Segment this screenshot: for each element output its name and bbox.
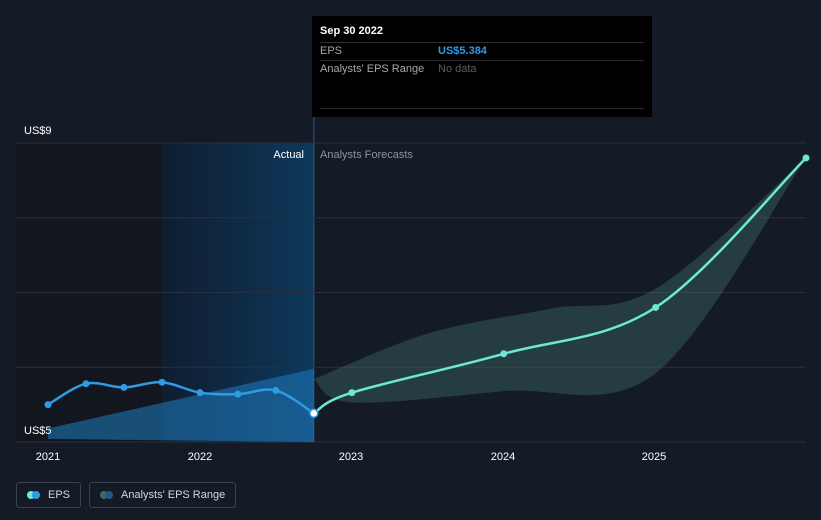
y-tick-label-bottom: US$5: [24, 425, 52, 437]
legend-eps-label: EPS: [48, 489, 71, 501]
tooltip-range-label: Analysts' EPS Range: [320, 63, 425, 75]
actual-region-label: Actual: [273, 149, 304, 161]
tooltip-eps-label: EPS: [320, 45, 343, 57]
tooltip-divider: [320, 108, 644, 109]
eps-point-actual-7: [309, 408, 319, 419]
x-tick-label-2025: 2025: [642, 451, 666, 463]
eps-point-forecast-3: [652, 303, 660, 311]
eps-point-actual-0: [44, 401, 52, 409]
x-tick-label-2024: 2024: [491, 451, 515, 463]
tooltip-range-row: Analysts' EPS Range No data: [320, 60, 644, 78]
eps-point-actual-4: [196, 389, 204, 397]
eps-chart: US$9 US$5 Actual Analysts Forecasts 2021…: [16, 16, 810, 463]
eps-point-actual-6: [272, 386, 280, 394]
range-swatch-icon: [100, 491, 114, 499]
legend-range-label: Analysts' EPS Range: [121, 489, 226, 501]
eps-point-forecast-2: [500, 350, 508, 358]
legend-item-eps[interactable]: EPS: [16, 482, 82, 508]
x-tick-label-2023: 2023: [339, 451, 363, 463]
tooltip-range-value: No data: [438, 63, 477, 75]
y-tick-label-top: US$9: [24, 125, 52, 137]
eps-range-band-actual: [48, 368, 314, 442]
eps-point-actual-2: [120, 383, 128, 391]
legend-item-range[interactable]: Analysts' EPS Range: [89, 482, 237, 508]
eps-point-actual-5: [234, 390, 242, 398]
forecast-region-label: Analysts Forecasts: [320, 149, 413, 161]
hover-tooltip: Sep 30 2022 EPS US$5.384 Analysts' EPS R…: [312, 16, 652, 117]
x-tick-label-2022: 2022: [188, 451, 212, 463]
tooltip-date: Sep 30 2022: [320, 25, 383, 37]
eps-point-actual-1: [82, 380, 90, 388]
eps-range-band-forecast: [313, 157, 806, 403]
x-tick-label-2021: 2021: [36, 451, 60, 463]
tooltip-eps-row: EPS US$5.384: [320, 42, 644, 60]
eps-swatch-icon: [27, 491, 40, 499]
chart-legend: EPS Analysts' EPS Range: [16, 482, 237, 508]
eps-point-forecast-4: [802, 154, 810, 162]
eps-point-forecast-1: [348, 389, 356, 397]
eps-point-actual-3: [158, 378, 166, 386]
tooltip-eps-value: US$5.384: [438, 45, 487, 57]
